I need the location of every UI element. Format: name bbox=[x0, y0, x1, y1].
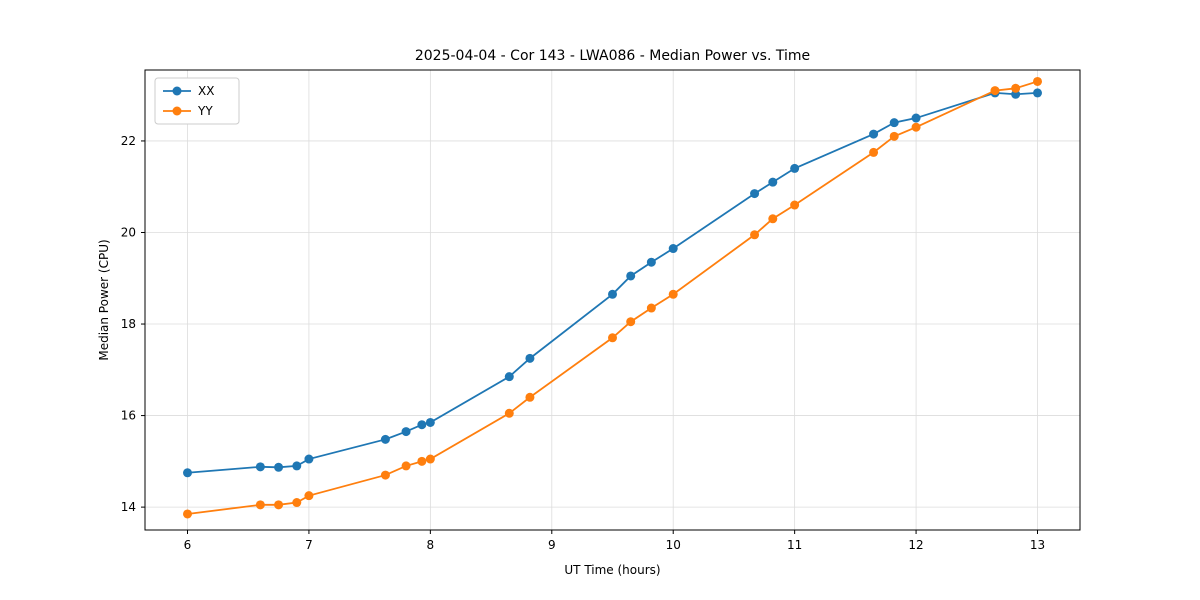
series-marker-XX bbox=[425, 417, 435, 427]
series-marker-YY bbox=[401, 461, 411, 471]
series-marker-XX bbox=[504, 372, 514, 382]
series-marker-XX bbox=[1033, 88, 1042, 98]
series-marker-XX bbox=[750, 189, 760, 199]
series-marker-YY bbox=[380, 470, 390, 480]
y-tick-label: 22 bbox=[121, 134, 136, 148]
series-marker-XX bbox=[401, 427, 411, 437]
series-marker-YY bbox=[608, 333, 617, 343]
series-marker-XX bbox=[608, 289, 617, 299]
y-tick-label: 16 bbox=[121, 409, 136, 423]
series-marker-XX bbox=[668, 244, 678, 254]
series-marker-XX bbox=[626, 271, 636, 281]
legend-label-XX: XX bbox=[198, 84, 214, 98]
series-marker-XX bbox=[646, 257, 656, 267]
legend-label-YY: YY bbox=[197, 104, 213, 118]
series-marker-YY bbox=[768, 214, 778, 224]
series-marker-XX bbox=[274, 462, 284, 472]
series-marker-XX bbox=[790, 163, 800, 173]
series-marker-YY bbox=[1033, 76, 1042, 86]
series-marker-YY bbox=[183, 509, 192, 519]
series-marker-YY bbox=[750, 230, 760, 240]
series-marker-YY bbox=[504, 408, 514, 418]
series-marker-XX bbox=[183, 468, 192, 478]
legend-box bbox=[154, 77, 240, 125]
series-marker-YY bbox=[1011, 83, 1021, 93]
series-marker-YY bbox=[425, 454, 435, 464]
series-marker-YY bbox=[417, 456, 427, 466]
y-tick-label: 18 bbox=[121, 317, 136, 331]
series-marker-XX bbox=[525, 353, 535, 363]
series-marker-XX bbox=[292, 461, 302, 471]
series-marker-YY bbox=[668, 289, 678, 299]
series-marker-YY bbox=[869, 147, 879, 157]
series-marker-XX bbox=[304, 454, 314, 464]
series-marker-YY bbox=[790, 200, 800, 210]
series-marker-YY bbox=[274, 500, 284, 510]
x-tick-label: 7 bbox=[305, 538, 313, 552]
x-tick-label: 6 bbox=[184, 538, 192, 552]
series-marker-YY bbox=[626, 317, 636, 327]
x-tick-label: 8 bbox=[427, 538, 435, 552]
x-tick-label: 9 bbox=[548, 538, 556, 552]
series-marker-YY bbox=[525, 392, 535, 402]
y-tick-label: 14 bbox=[121, 500, 136, 514]
series-marker-YY bbox=[255, 500, 265, 510]
series-marker-YY bbox=[304, 491, 314, 501]
series-marker-XX bbox=[869, 129, 879, 139]
series-marker-XX bbox=[911, 113, 921, 123]
legend-marker-YY bbox=[172, 106, 182, 116]
series-marker-YY bbox=[990, 86, 1000, 96]
series-marker-YY bbox=[889, 131, 899, 141]
legend-marker-XX bbox=[172, 86, 182, 96]
series-marker-XX bbox=[380, 434, 390, 444]
series-marker-XX bbox=[768, 177, 778, 187]
series-marker-XX bbox=[417, 420, 427, 430]
series-marker-XX bbox=[255, 462, 265, 472]
x-tick-label: 13 bbox=[1030, 538, 1045, 552]
x-tick-label: 10 bbox=[666, 538, 681, 552]
x-tick-label: 12 bbox=[908, 538, 923, 552]
x-axis-label: UT Time (hours) bbox=[564, 563, 661, 577]
x-tick-label: 11 bbox=[787, 538, 802, 552]
series-marker-YY bbox=[646, 303, 656, 313]
series-marker-YY bbox=[292, 498, 302, 508]
axes-box bbox=[144, 69, 1081, 531]
series-marker-XX bbox=[889, 118, 899, 128]
series-marker-YY bbox=[911, 122, 921, 132]
chart-title: 2025-04-04 - Cor 143 - LWA086 - Median P… bbox=[414, 48, 811, 64]
y-tick-label: 20 bbox=[121, 225, 136, 239]
